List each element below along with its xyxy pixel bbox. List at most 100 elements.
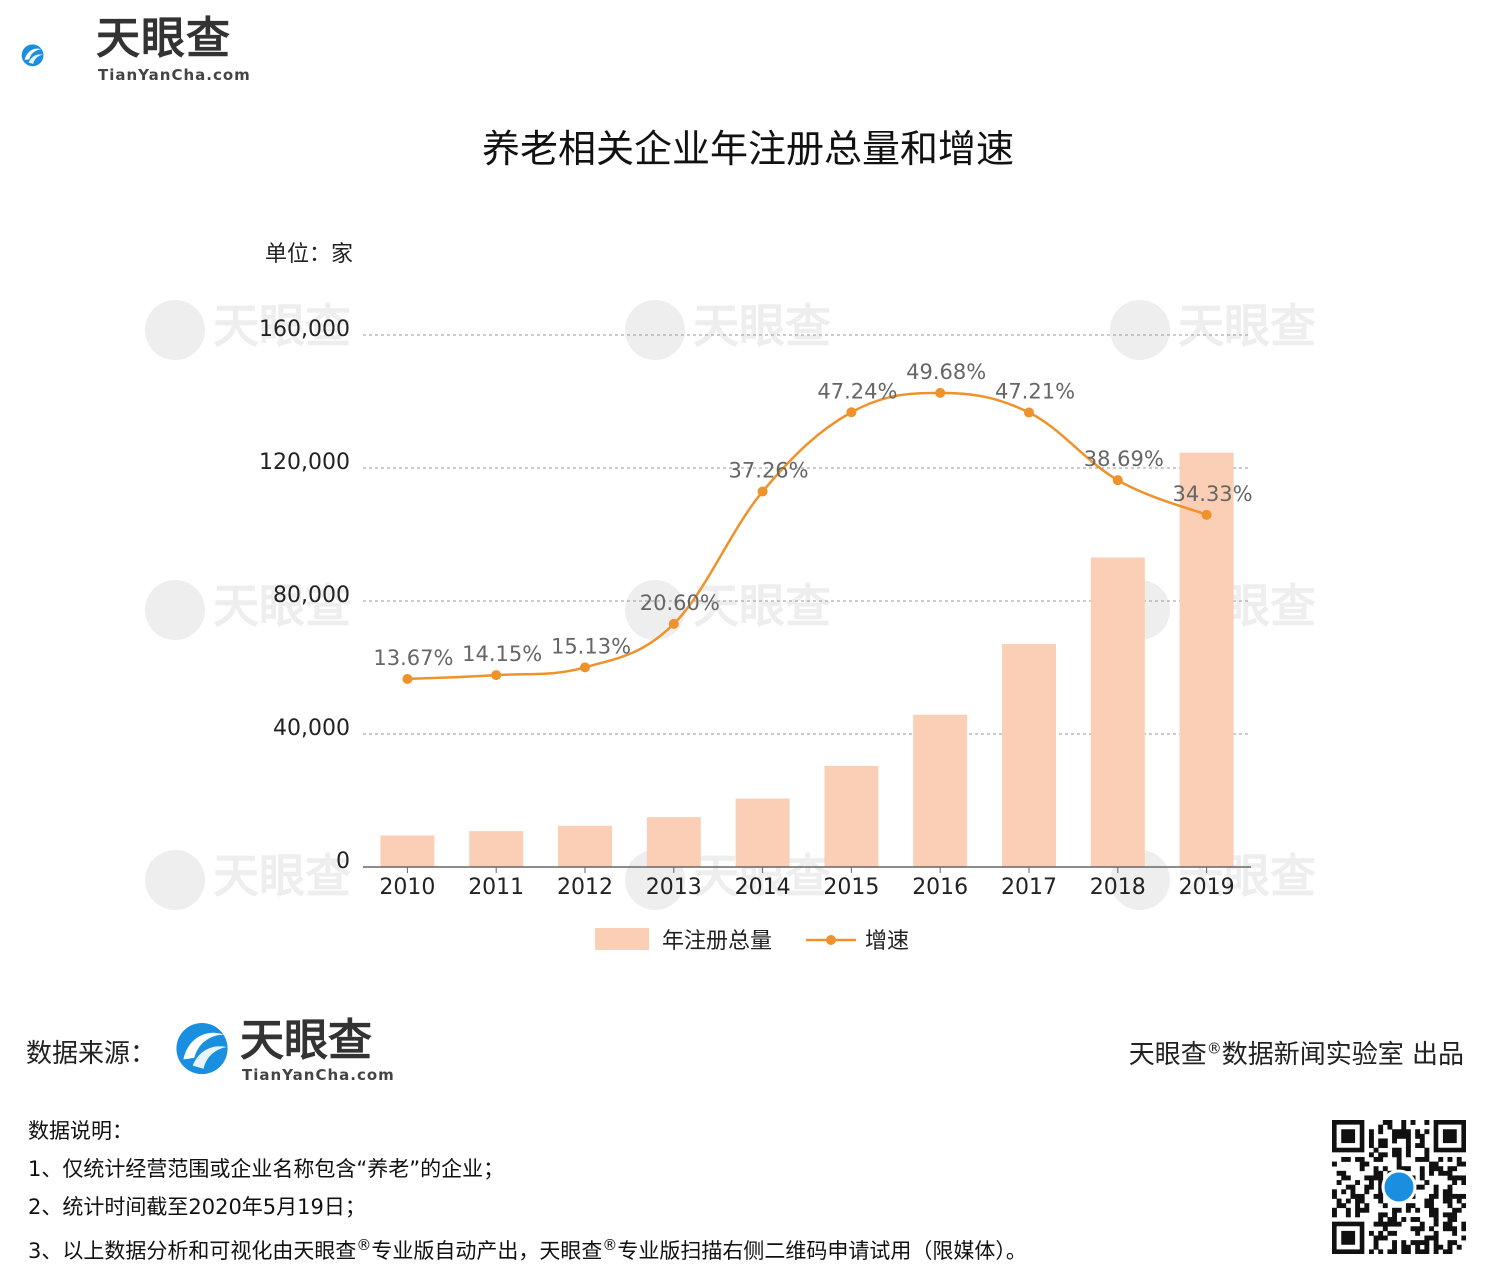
qr-module [1392,1221,1397,1227]
qr-module [1429,1170,1434,1176]
qr-module [1401,1166,1407,1172]
qr-module [1359,1198,1365,1204]
data-label: 49.68% [906,360,986,384]
qr-module [1405,1143,1411,1149]
qr-module [1396,1207,1402,1213]
qr-module [1405,1152,1411,1158]
data-notes: 数据说明： 1、仅统计经营范围或企业名称包含“养老”的企业； 2、统计时间截至2… [28,1112,1027,1270]
qr-module [1364,1161,1370,1167]
note-3: 3、以上数据分析和可视化由天眼查®专业版自动产出，天眼查®专业版扫描右侧二维码申… [28,1236,1027,1263]
qr-module [1461,1161,1466,1167]
bar [1090,557,1145,867]
qr-module [1401,1129,1407,1135]
qr-module [1433,1193,1439,1199]
qr-module [1382,1138,1388,1144]
qr-module [1345,1156,1351,1162]
qr-module [1461,1175,1466,1181]
qr-module [1355,1203,1361,1209]
qr-module [1429,1203,1434,1209]
note-1: 1、仅统计经营范围或企业名称包含“养老”的企业； [28,1157,505,1181]
y-tick-label: 80,000 [273,583,350,608]
qr-module [1378,1221,1384,1227]
qr-module [1433,1217,1439,1222]
qr-module [1378,1193,1384,1199]
qr-code-icon[interactable] [1332,1120,1466,1254]
qr-module [1442,1249,1448,1254]
qr-module [1382,1152,1388,1158]
data-label: 14.15% [462,642,542,666]
qr-module [1373,1175,1379,1181]
y-axis-ticks: 0 40,000 80,000 120,000 160,000 [259,317,350,874]
qr-module [1359,1156,1365,1162]
qr-module [1419,1170,1425,1176]
qr-module [1341,1189,1347,1195]
qr-module [1373,1170,1379,1176]
qr-module [1424,1235,1430,1241]
qr-module [1442,1221,1448,1227]
qr-module [1401,1120,1407,1125]
qr-module [1336,1203,1342,1209]
x-tick-label: 2013 [646,875,702,900]
qr-module [1368,1184,1374,1190]
qr-module [1438,1156,1444,1162]
bar [735,798,790,867]
qr-module [1452,1166,1458,1172]
line-point [1201,509,1212,520]
chart-title: 养老相关企业年注册总量和增速 [481,127,1014,171]
qr-module [1378,1184,1384,1190]
line-point [846,407,857,418]
qr-module [1424,1147,1430,1153]
qr-module [1378,1138,1384,1144]
qr-module [1350,1189,1356,1195]
legend-line-label: 增速 [865,929,909,954]
line-point [491,670,502,681]
qr-module [1438,1170,1444,1176]
qr-module [1424,1249,1430,1254]
qr-module [1332,1161,1337,1167]
qr-module [1447,1175,1453,1181]
qr-module [1433,1184,1439,1190]
qr-module [1359,1161,1365,1167]
qr-module [1419,1226,1425,1232]
qr-module [1401,1244,1407,1250]
qr-module [1405,1166,1411,1172]
credit-brand: 天眼查 [1128,1040,1207,1070]
qr-module [1415,1133,1421,1139]
qr-module [1364,1189,1370,1195]
qr-module [1345,1207,1351,1213]
qr-module [1387,1221,1393,1227]
y-tick-label: 40,000 [273,716,350,741]
qr-module [1452,1230,1458,1236]
qr-module [1456,1207,1462,1213]
qr-module [1461,1203,1466,1209]
qr-module [1368,1129,1374,1135]
watermark-logo-icon [145,850,205,910]
legend-bar-label: 年注册总量 [662,929,772,954]
y-tick-label: 160,000 [259,317,350,342]
bar [646,817,701,867]
registered-mark: ® [356,1236,372,1254]
watermark-logo-icon [1110,300,1170,360]
qr-module [1405,1249,1411,1254]
qr-module [1350,1184,1356,1190]
qr-module [1456,1193,1462,1199]
qr-module [1424,1129,1430,1135]
source-label: 数据来源： [26,1039,157,1069]
qr-module [1387,1217,1393,1222]
x-tick-label: 2012 [557,875,613,900]
qr-module [1368,1180,1374,1185]
qr-module [1419,1156,1425,1162]
qr-module [1419,1133,1425,1139]
qr-module [1424,1120,1430,1125]
qr-module [1447,1249,1453,1254]
qr-module [1378,1249,1384,1254]
qr-module [1392,1230,1397,1236]
qr-module [1364,1203,1370,1209]
line-point [668,618,679,629]
qr-module [1452,1180,1458,1185]
qr-module [1442,1198,1448,1204]
qr-module [1410,1217,1416,1222]
qr-module [1447,1170,1453,1176]
credit-text: 数据新闻实验室 出品 [1221,1040,1464,1070]
